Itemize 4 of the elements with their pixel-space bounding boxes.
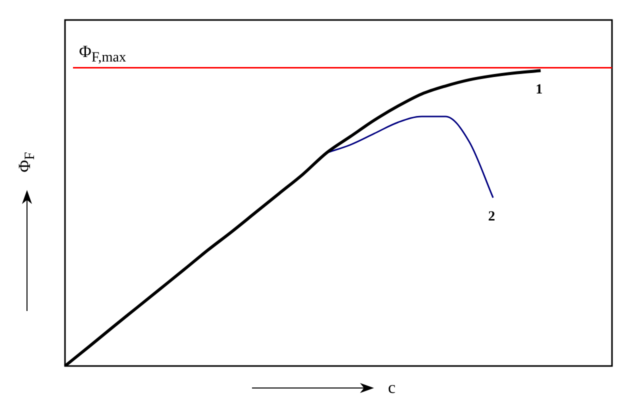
x-axis-title: c xyxy=(388,378,396,398)
ref-line-label: Φ$_{F,max}$ xyxy=(79,42,126,66)
series-label: 2 xyxy=(488,209,496,224)
series-label: 1 xyxy=(536,82,543,98)
